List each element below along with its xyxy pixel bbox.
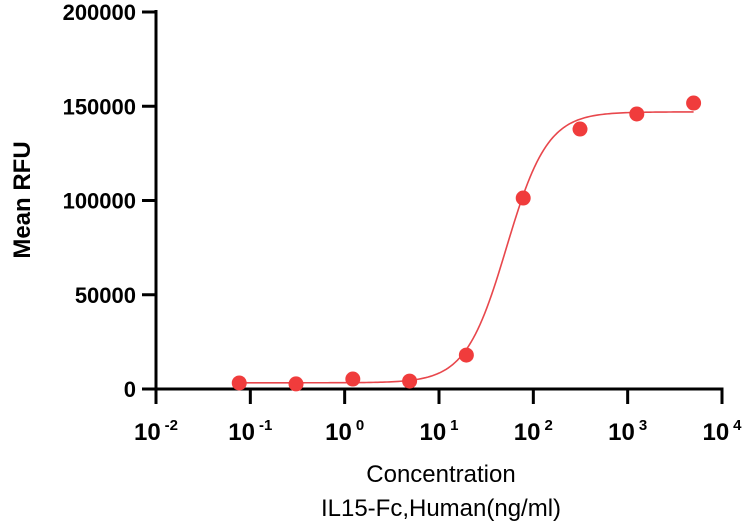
data-point bbox=[686, 95, 702, 111]
data-point bbox=[402, 373, 418, 389]
data-point bbox=[345, 371, 361, 387]
x-tick-label: 10 4 bbox=[702, 417, 742, 446]
x-tick-exponent: 0 bbox=[356, 417, 364, 434]
data-point bbox=[629, 106, 645, 122]
x-tick-exponent: 2 bbox=[545, 417, 553, 434]
axes bbox=[154, 10, 724, 392]
y-tick-label: 50000 bbox=[75, 283, 136, 308]
y-tick-label: 150000 bbox=[63, 94, 136, 119]
data-point bbox=[288, 376, 304, 392]
data-points bbox=[231, 95, 702, 392]
data-point bbox=[231, 375, 247, 391]
data-point bbox=[572, 121, 588, 137]
x-tick-base: 10 bbox=[608, 419, 635, 446]
x-tick-label: 10 1 bbox=[419, 417, 458, 446]
y-tick-label: 100000 bbox=[63, 189, 136, 214]
fit-curve bbox=[239, 111, 694, 384]
x-axis-label-line2: IL15-Fc,Human(ng/ml) bbox=[321, 495, 561, 522]
x-tick-base: 10 bbox=[702, 419, 729, 446]
x-tick-label: 10 0 bbox=[325, 417, 364, 446]
x-tick-base: 10 bbox=[134, 419, 161, 446]
y-tick-label: 200000 bbox=[63, 0, 136, 25]
y-tick-label: 0 bbox=[124, 377, 136, 402]
x-tick-base: 10 bbox=[325, 419, 352, 446]
x-tick-exponent: -1 bbox=[259, 417, 272, 434]
x-tick-label: 10 2 bbox=[514, 417, 553, 446]
x-tick-base: 10 bbox=[514, 419, 541, 446]
y-ticks: 0 50000 100000 150000 200000 bbox=[63, 0, 156, 402]
x-tick-exponent: 1 bbox=[450, 417, 458, 434]
data-point bbox=[458, 347, 474, 363]
x-tick-base: 10 bbox=[419, 419, 446, 446]
x-tick-label: 10 -1 bbox=[228, 417, 272, 446]
x-tick-exponent: -2 bbox=[165, 417, 178, 434]
x-tick-label: 10 3 bbox=[608, 417, 647, 446]
x-tick-exponent: 4 bbox=[733, 417, 742, 434]
x-tick-base: 10 bbox=[228, 419, 255, 446]
x-tick-label: 10 -2 bbox=[134, 417, 178, 446]
y-axis-label: Mean RFU bbox=[9, 141, 36, 258]
x-tick-exponent: 3 bbox=[639, 417, 647, 434]
x-ticks: 10 -2 10 -1 10 0 10 1 10 2 10 3 10 4 bbox=[134, 389, 742, 446]
data-point bbox=[515, 190, 531, 206]
x-axis-label: Concentration bbox=[366, 461, 515, 488]
